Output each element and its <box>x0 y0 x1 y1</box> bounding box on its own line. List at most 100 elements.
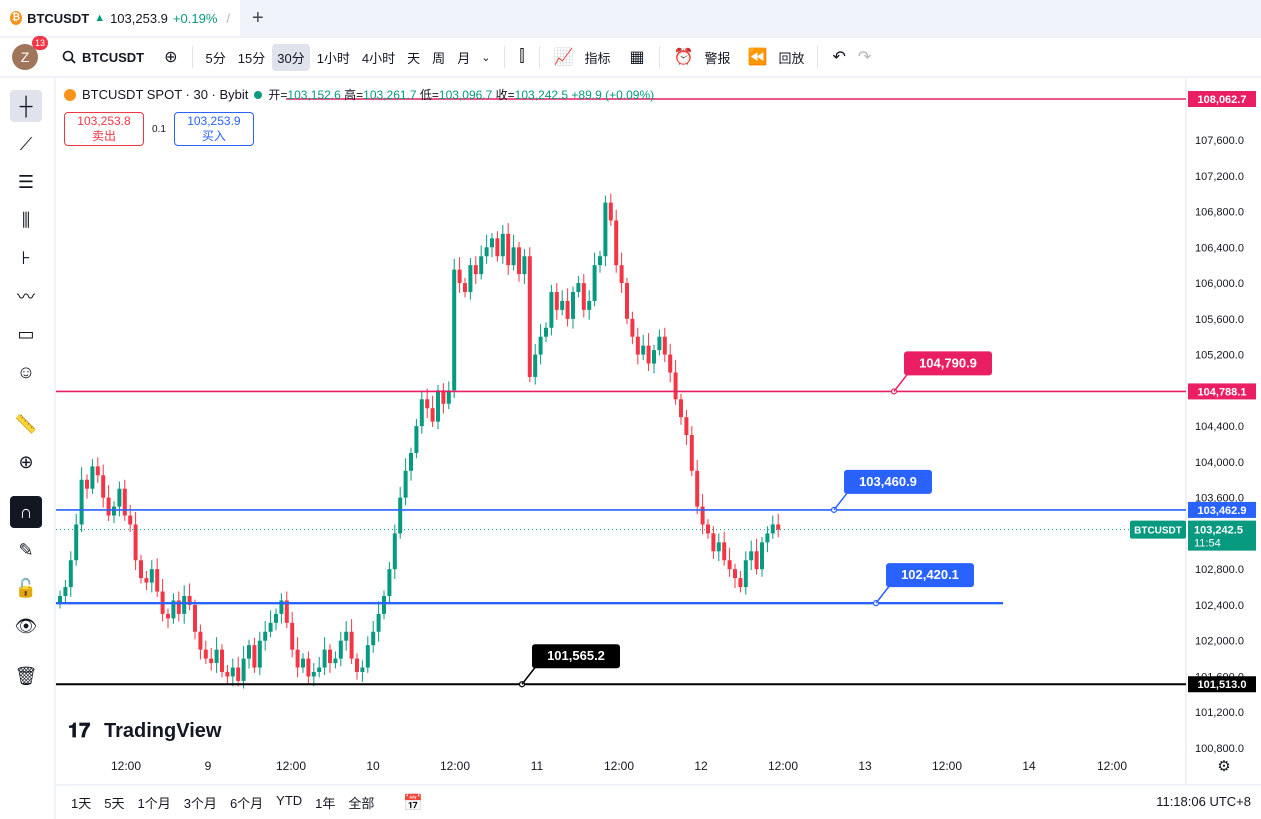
sell-button[interactable]: 103,253.8 卖出 <box>64 112 144 146</box>
candle-body <box>268 622 273 632</box>
bitcoin-icon: ₿ <box>10 11 23 25</box>
clock[interactable]: 11:18:06 UTC+8 <box>1156 794 1251 809</box>
text-note-icon[interactable]: ▭ <box>17 323 35 344</box>
magnet-icon[interactable]: ∩ <box>10 496 42 528</box>
compare-add-icon[interactable]: ⊕ <box>164 49 178 66</box>
separator <box>538 46 540 68</box>
new-tab-button[interactable]: + <box>252 6 264 29</box>
redo-icon[interactable]: ↷ <box>857 49 872 66</box>
pencil-lock-icon[interactable]: ✎ <box>18 539 34 560</box>
indicators-button[interactable]: 指标 <box>584 50 611 66</box>
candle-body <box>382 596 386 614</box>
interval-button[interactable]: 1小时 <box>316 50 350 66</box>
candle-body <box>479 256 484 275</box>
separator <box>658 46 660 68</box>
undo-icon[interactable]: ↶ <box>832 49 846 66</box>
low-label: 低= <box>419 88 439 102</box>
candle-body <box>317 667 322 672</box>
brush-icon[interactable]: 〰 <box>17 287 35 307</box>
interval-button[interactable]: 月 <box>457 50 471 66</box>
pattern-icon[interactable]: ⫼ <box>21 209 31 230</box>
projection-icon[interactable]: ⊦ <box>21 247 31 268</box>
low-value: 103,096.7 <box>438 88 493 102</box>
candle-type-icon[interactable]: ⫿ <box>519 48 525 65</box>
candle-body <box>722 542 727 561</box>
candle-body <box>765 533 770 543</box>
candle-body <box>322 649 327 668</box>
alarm-clock-icon[interactable]: ⏰ <box>673 49 694 66</box>
price-axis-tag <box>1188 91 1256 107</box>
bid-ask-panel: 103,253.8 卖出 0.1 103,253.9 买入 <box>64 112 254 146</box>
candle-body <box>436 390 440 422</box>
range-button[interactable]: YTD <box>276 793 303 808</box>
countdown-label: 11:54 <box>1194 538 1221 550</box>
candle-body <box>274 613 278 623</box>
replay-icon[interactable]: ⏪ <box>747 49 768 66</box>
legend-title[interactable]: BTCUSDT SPOT · 30 · Bybit <box>82 87 249 102</box>
chart-pane[interactable]: 107,600.0 107,200.0 106,800.0 106,400.0 106,… <box>56 78 1261 784</box>
interval-button[interactable]: 5分 <box>205 50 226 66</box>
candle-body <box>635 336 640 355</box>
trend-line-icon[interactable]: ⟋ <box>19 133 33 154</box>
range-button[interactable]: 1个月 <box>137 796 171 811</box>
range-button[interactable]: 3个月 <box>183 796 217 811</box>
emoji-icon[interactable]: ☺ <box>16 361 36 382</box>
avatar[interactable]: Z 13 <box>12 36 48 70</box>
candle-body <box>144 578 149 583</box>
x-tick-label: 9 <box>205 759 212 773</box>
alert-button[interactable]: 警报 <box>704 50 731 66</box>
chart-tab[interactable]: ₿ BTCUSDT ▲ 103,253.9 +0.19% / <box>0 0 240 36</box>
candle-body <box>646 345 651 364</box>
candle-body <box>598 256 602 266</box>
trash-icon[interactable]: 🗑 <box>14 665 38 686</box>
y-tick-label: 104,400.0 <box>1195 421 1244 433</box>
calendar-icon[interactable]: 📅 <box>403 794 424 812</box>
x-tick-label: 12:00 <box>440 759 470 773</box>
range-button[interactable]: 6个月 <box>229 796 264 811</box>
candle-body <box>565 300 570 319</box>
candle-body <box>414 426 419 453</box>
candle-body <box>128 515 133 525</box>
candle-body <box>176 600 181 614</box>
candle-body <box>517 247 521 275</box>
zoom-in-icon[interactable]: ⊕ <box>18 451 34 472</box>
candle-body <box>58 596 62 604</box>
candle-body <box>533 354 538 377</box>
layout-grid-icon[interactable]: ▦ <box>629 49 645 66</box>
candle-body <box>338 640 343 659</box>
buy-button[interactable]: 103,253.9 买入 <box>173 112 254 146</box>
high-value: 103,261.7 <box>363 88 417 102</box>
avatar-letter: Z <box>20 49 30 65</box>
candle-body <box>743 560 748 588</box>
crosshair-icon[interactable]: ┼ <box>10 90 42 122</box>
range-button[interactable]: 1天 <box>71 796 92 811</box>
interval-button[interactable]: 天 <box>407 50 421 66</box>
indicators-icon[interactable]: 📈 <box>553 49 574 66</box>
candle-body <box>306 658 311 677</box>
symbol-search-button[interactable]: BTCUSDT <box>62 50 144 65</box>
chevron-down-icon[interactable]: ⌄ <box>481 51 491 64</box>
interval-button[interactable]: 15分 <box>237 50 266 66</box>
range-button[interactable]: 全部 <box>348 796 375 811</box>
ruler-icon[interactable]: 📏 <box>14 413 38 434</box>
range-button[interactable]: 1年 <box>315 796 336 811</box>
replay-button[interactable]: 回放 <box>778 50 805 66</box>
chart-canvas[interactable]: 107,600.0 107,200.0 106,800.0 106,400.0 106,… <box>56 78 1261 784</box>
fib-retracement-icon[interactable]: ☰ <box>17 171 35 192</box>
symbol-label: BTCUSDT <box>82 49 145 65</box>
interval-button[interactable]: 周 <box>432 50 446 66</box>
candle-body <box>484 247 489 257</box>
price-axis-tag-label: 108,062.7 <box>1198 94 1247 106</box>
lock-icon[interactable]: 🔓 <box>14 577 38 598</box>
candle-body <box>85 479 89 489</box>
eye-icon[interactable]: 👁 <box>14 615 38 636</box>
sell-price: 103,253.8 <box>77 114 131 128</box>
candle-body <box>344 631 349 641</box>
interval-button[interactable]: 4小时 <box>361 50 396 66</box>
candle-body <box>79 479 84 525</box>
range-button[interactable]: 5天 <box>104 796 125 811</box>
candle-body <box>284 600 289 623</box>
interval-button[interactable]: 30分 <box>272 43 310 71</box>
candle-body <box>328 649 332 664</box>
range-group: 1天 5天 1个月 3个月 6个月 YTD 1年 全部 <box>66 793 379 812</box>
